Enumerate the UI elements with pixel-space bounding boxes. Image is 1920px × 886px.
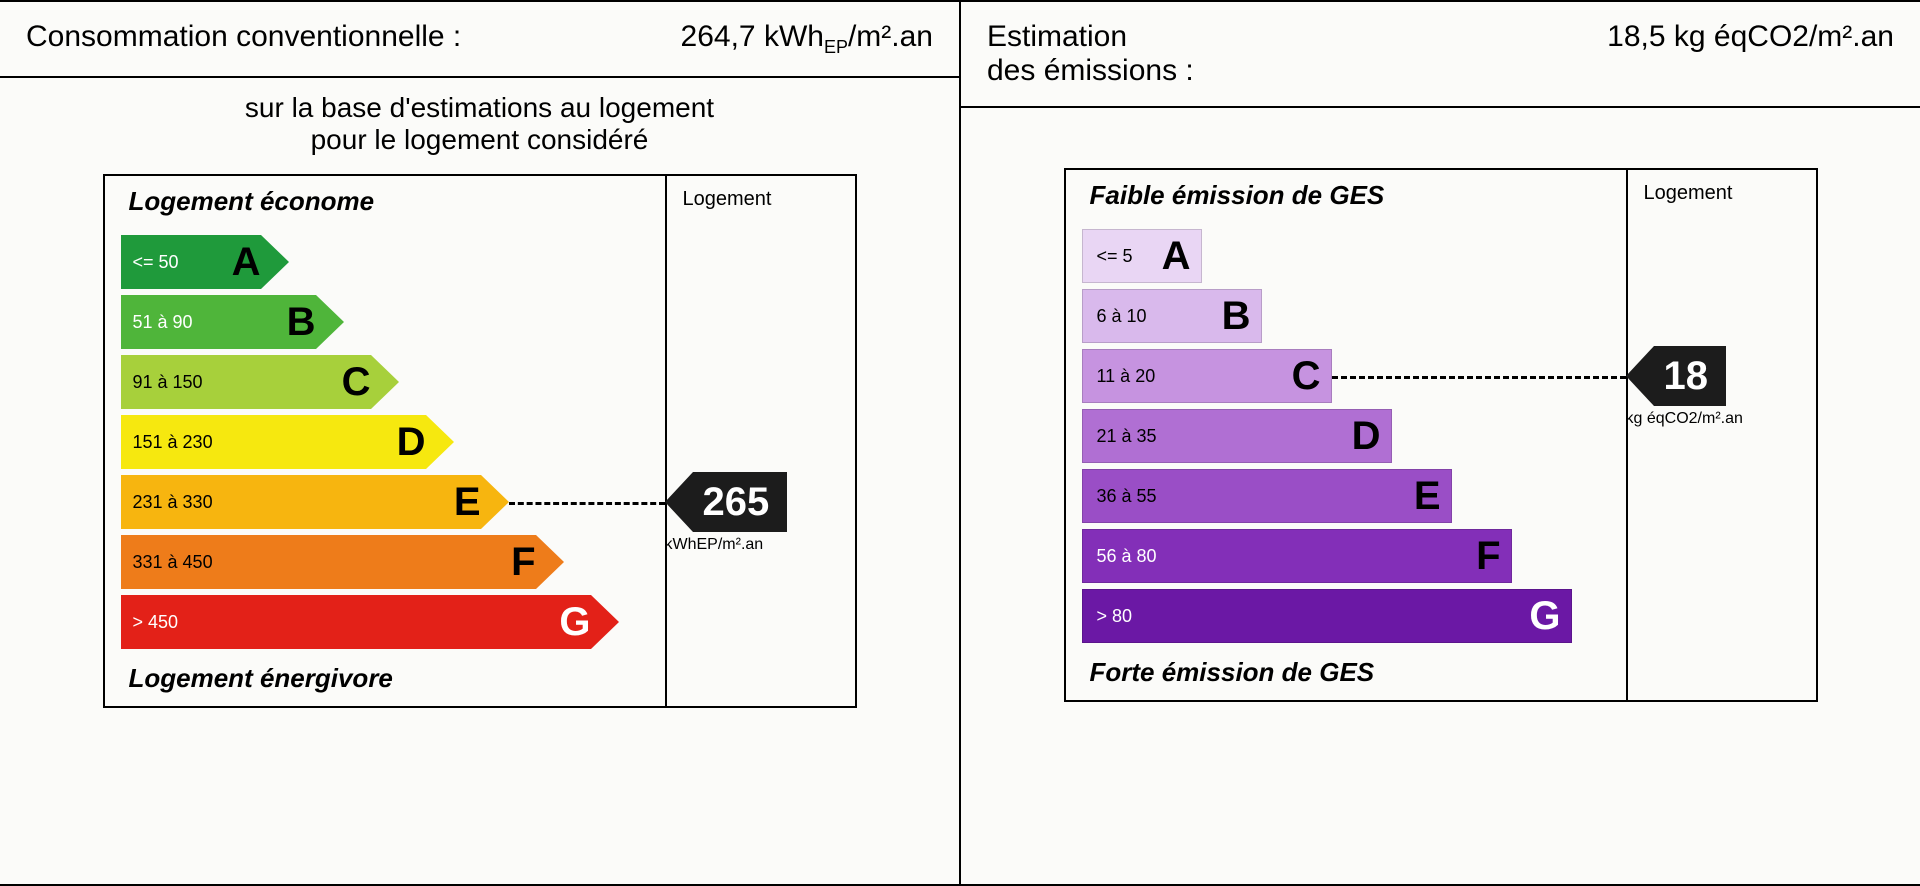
energy-indicator-line [509,502,665,505]
energy-bar-D-range: 151 à 230 [133,432,213,453]
energy-subtitle: sur la base d'estimations au logement po… [0,78,959,166]
ges-logement-panel: Logement 18 kg éqCO2/m².an [1626,170,1816,700]
energy-logement-title: Logement [677,184,845,219]
energy-bar-C: 91 à 150 C [121,355,665,409]
energy-header-label: Consommation conventionnelle : [26,20,461,54]
energy-column: Consommation conventionnelle : 264,7 kWh… [0,2,961,886]
energy-bar-F-letter: F [511,540,535,585]
ges-bar-F: 56 à 80 F [1082,529,1626,583]
energy-bar-F: 331 à 450 F [121,535,665,589]
energy-bar-C-letter: C [342,360,371,405]
energy-indicator: 265 kWhEP/m².an [665,472,788,554]
energy-bar-A-letter: A [232,240,261,285]
ges-title-top: Faible émission de GES [1082,180,1626,211]
ges-bar-C-range: 11 à 20 [1097,366,1156,387]
energy-bar-D: 151 à 230 D [121,415,665,469]
ges-bar-F-letter: F [1476,534,1500,579]
ges-bar-E: 36 à 55 E [1082,469,1626,523]
energy-bar-G: > 450 G [121,595,665,649]
ges-chart: Faible émission de GES <= 5 A 6 à 10 B 11 à 2… [1064,168,1818,702]
dpe-ges-document: Consommation conventionnelle : 264,7 kWh… [0,0,1920,886]
energy-chart: Logement économe <= 50 A 51 à 90 B 91 à 150 C 1… [103,174,857,708]
ges-bar-G-letter: G [1529,594,1560,639]
ges-bar-B-range: 6 à 10 [1097,306,1147,327]
ges-indicator-line [1332,376,1626,379]
ges-bar-E-letter: E [1414,474,1441,519]
ges-indicator: 18 kg éqCO2/m².an [1626,346,1743,428]
energy-bar-E-range: 231 à 330 [133,492,213,513]
energy-bar-B-letter: B [287,300,316,345]
ges-bar-C-letter: C [1292,354,1321,399]
ges-bar-G-range: > 80 [1097,606,1133,627]
energy-logement-panel: Logement 265 kWhEP/m².an [665,176,855,706]
energy-bar-D-letter: D [397,420,426,465]
energy-bars-panel: Logement économe <= 50 A 51 à 90 B 91 à 150 C 1… [105,176,665,706]
energy-bar-G-range: > 450 [133,612,179,633]
energy-indicator-unit: kWhEP/m².an [665,536,788,554]
ges-bars-panel: Faible émission de GES <= 5 A 6 à 10 B 11 à 2… [1066,170,1626,700]
energy-header: Consommation conventionnelle : 264,7 kWh… [0,2,959,78]
energy-bar-C-range: 91 à 150 [133,372,203,393]
ges-header-value: 18,5 kg éqCO2/m².an [1607,20,1894,54]
ges-header-label: Estimation des émissions : [987,20,1194,88]
energy-bar-A: <= 50 A [121,235,665,289]
ges-title-bottom: Forte émission de GES [1082,657,1626,688]
ges-indicator-value: 18 [1654,346,1727,406]
energy-title-bottom: Logement énergivore [121,663,665,694]
ges-bar-D: 21 à 35 D [1082,409,1626,463]
energy-bar-E-letter: E [454,480,481,525]
energy-bar-G-letter: G [559,600,590,645]
ges-bar-A-range: <= 5 [1097,246,1133,267]
ges-bar-F-range: 56 à 80 [1097,546,1157,567]
energy-bar-F-range: 331 à 450 [133,552,213,573]
ges-bar-A-letter: A [1162,234,1191,279]
ges-column: Estimation des émissions : 18,5 kg éqCO2… [961,2,1920,886]
ges-bar-B-letter: B [1222,294,1251,339]
energy-title-top: Logement économe [121,186,665,217]
ges-bar-D-letter: D [1352,414,1381,459]
ges-bar-B: 6 à 10 B [1082,289,1626,343]
energy-bar-B-range: 51 à 90 [133,312,193,333]
energy-indicator-value: 265 [693,472,788,532]
ges-logement-title: Logement [1638,178,1806,213]
energy-header-value: 264,7 kWhEP/m².an [681,20,933,58]
ges-bar-E-range: 36 à 55 [1097,486,1157,507]
ges-bar-D-range: 21 à 35 [1097,426,1157,447]
ges-bar-G: > 80 G [1082,589,1626,643]
energy-bar-A-range: <= 50 [133,252,179,273]
energy-bar-B: 51 à 90 B [121,295,665,349]
ges-header: Estimation des émissions : 18,5 kg éqCO2… [961,2,1920,108]
ges-bar-A: <= 5 A [1082,229,1626,283]
ges-indicator-unit: kg éqCO2/m².an [1626,410,1743,428]
